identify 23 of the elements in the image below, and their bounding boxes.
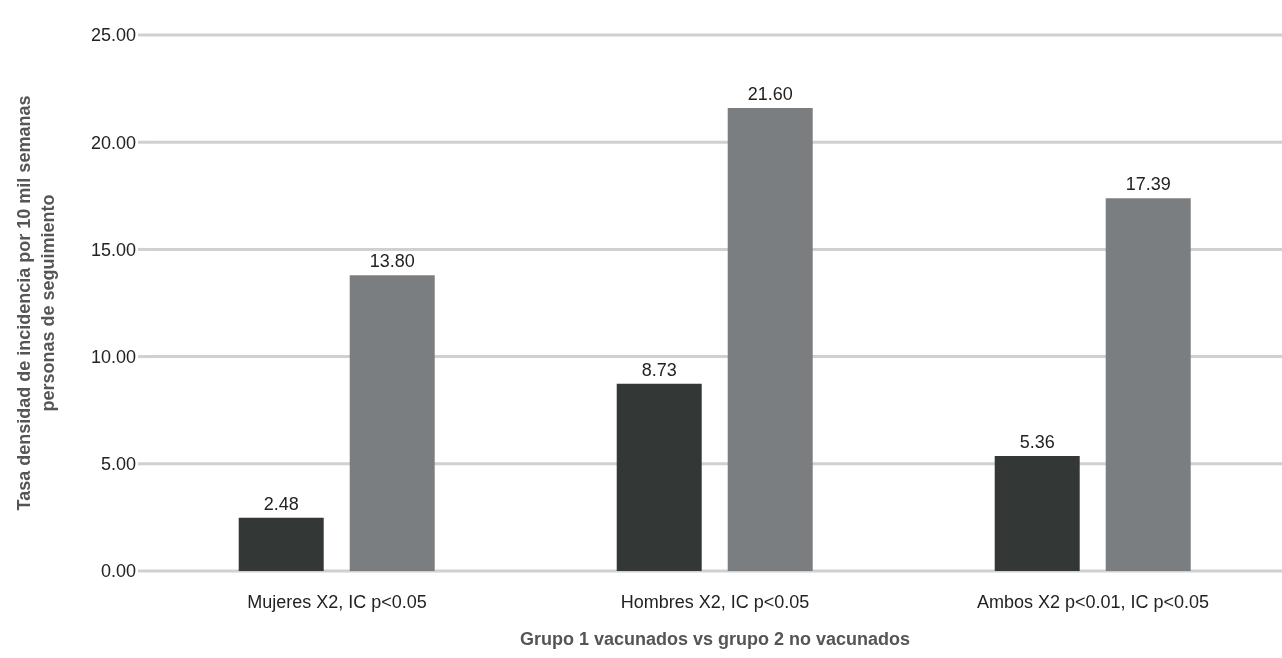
data-label: 13.80 xyxy=(369,251,415,272)
bar xyxy=(727,107,813,571)
y-tick-label: 15.00 xyxy=(90,239,136,260)
data-label: 5.36 xyxy=(1019,432,1055,453)
y-tick-label: 10.00 xyxy=(90,346,136,367)
y-tick-label: 25.00 xyxy=(90,25,136,46)
y-tick-label: 0.00 xyxy=(100,561,136,582)
data-label: 21.60 xyxy=(747,83,793,104)
x-axis-title: Grupo 1 vacunados vs grupo 2 no vacunados xyxy=(519,629,911,649)
y-tick-label: 5.00 xyxy=(100,454,136,475)
bar xyxy=(1105,198,1191,571)
x-tick-label: Ambos X2 p<0.01, IC p<0.05 xyxy=(976,591,1210,612)
x-tick-label: Mujeres X2, IC p<0.05 xyxy=(247,591,427,612)
data-label: 17.39 xyxy=(1125,174,1171,195)
bar xyxy=(616,383,702,571)
data-label: 2.48 xyxy=(263,493,299,514)
x-tick-label: Hombres X2, IC p<0.05 xyxy=(620,591,810,612)
y-tick-label: 20.00 xyxy=(90,132,136,153)
data-label: 8.73 xyxy=(641,359,677,380)
y-axis-title: Tasa densidad de incidencia por 10 mil semanas personas de seguimiento xyxy=(14,95,58,511)
bar xyxy=(994,456,1080,571)
bar xyxy=(238,517,324,571)
bar xyxy=(349,275,435,571)
